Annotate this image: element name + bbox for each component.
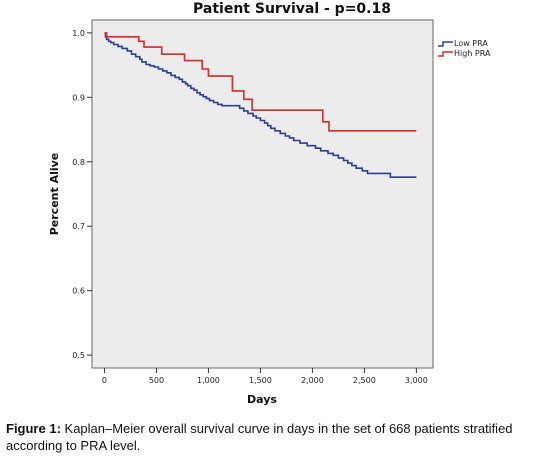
y-axis: 0.5 0.6 0.7 0.8 0.9 1.0 bbox=[72, 29, 92, 360]
y-tick-label: 0.9 bbox=[72, 93, 85, 102]
series-line-low-pra bbox=[104, 32, 417, 178]
y-tick-label: 1.0 bbox=[72, 29, 85, 38]
caption-text: Kaplan–Meier overall survival curve in d… bbox=[6, 421, 513, 453]
chart-title: Patient Survival - p=0.18 bbox=[193, 1, 391, 17]
x-axis: 0 500 1,000 1,500 2,000 2,500 3,000 bbox=[102, 368, 428, 385]
x-tick-label: 500 bbox=[149, 376, 164, 385]
y-tick-label: 0.8 bbox=[72, 158, 85, 167]
plot-area bbox=[91, 19, 434, 369]
y-tick-label: 0.5 bbox=[72, 351, 85, 360]
survival-chart: Patient Survival - p=0.18 0.50.60.70.80.… bbox=[48, 1, 491, 406]
y-tick-label: 0.6 bbox=[72, 287, 85, 296]
x-tick-label: 2,000 bbox=[301, 376, 324, 385]
series-line-high-pra bbox=[104, 32, 417, 132]
x-tick-label: 2,500 bbox=[353, 376, 376, 385]
x-tick-label: 3,000 bbox=[405, 376, 428, 385]
x-tick-label: 1,500 bbox=[249, 376, 272, 385]
x-axis-label: Days bbox=[247, 393, 277, 406]
legend-label: Low PRA bbox=[454, 39, 488, 48]
x-tick-label: 1,000 bbox=[197, 376, 220, 385]
legend-swatch bbox=[438, 41, 453, 47]
y-axis-label: Percent Alive bbox=[48, 153, 61, 236]
legend-label: High PRA bbox=[454, 49, 491, 58]
x-tick-label: 0 bbox=[102, 376, 107, 385]
figure-caption: Figure 1: Kaplan–Meier overall survival … bbox=[6, 420, 531, 454]
series-layer bbox=[104, 32, 417, 178]
y-tick-label: 0.7 bbox=[72, 222, 85, 231]
legend-swatch bbox=[438, 51, 453, 57]
caption-label: Figure 1: bbox=[6, 421, 61, 436]
